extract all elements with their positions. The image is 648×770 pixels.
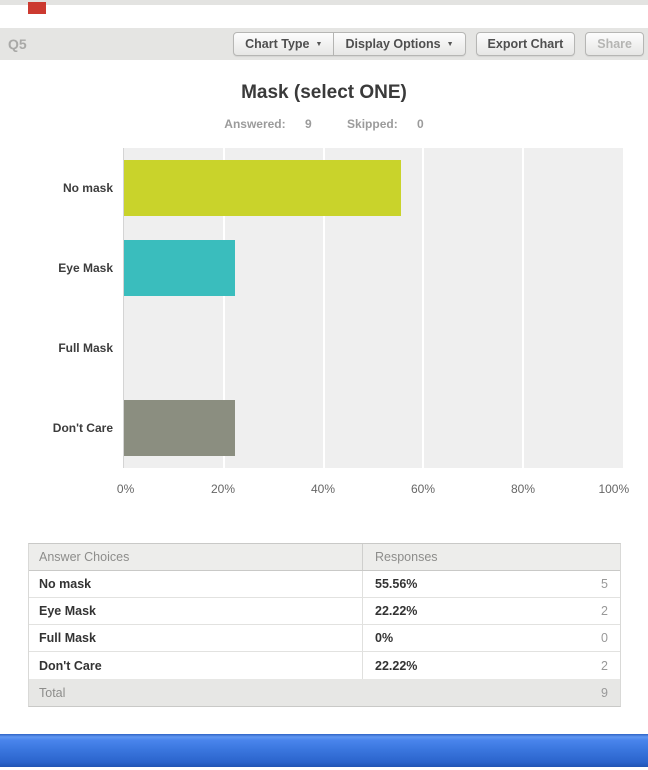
chevron-down-icon: ▼ (446, 41, 454, 48)
table-row: Don't Care 22.22% 2 (29, 652, 620, 679)
gridline (222, 148, 225, 468)
answer-choice-cell: No mask (29, 571, 363, 597)
toolbar-buttons: Chart Type ▼ Display Options ▼ Export Char… (233, 32, 648, 56)
x-tick-label: 100% (598, 482, 630, 496)
x-tick-label: 40% (310, 482, 336, 496)
page-title: Mask (select ONE) (241, 82, 407, 103)
table-row: Eye Mask 22.22% 2 (29, 598, 620, 625)
footer-bar (0, 734, 648, 767)
chart-bar-row (124, 308, 623, 388)
category-label: Eye Mask (58, 261, 113, 275)
category-label: Full Mask (58, 341, 113, 355)
response-percent: 0% (375, 631, 394, 645)
response-count: 2 (601, 604, 608, 618)
display-options-button[interactable]: Display Options ▼ (334, 32, 466, 56)
gridline (422, 148, 425, 468)
export-chart-button[interactable]: Export Chart (475, 32, 576, 56)
category-label: Don't Care (52, 421, 113, 435)
chart-bar-row (124, 148, 623, 228)
chart-plot-area (123, 148, 623, 468)
table-body: No mask 55.56% 5 Eye Mask 22.22% 2 Full Mask 0%… (29, 571, 620, 679)
question-toolbar: Q5 Chart Type ▼ Display Options ▼ Export C… (0, 28, 648, 60)
chart-type-button[interactable]: Chart Type ▼ (233, 32, 335, 56)
red-marker (28, 2, 46, 14)
answer-choices-table: Answer Choices Responses No mask 55.56% 5 E… (28, 543, 621, 707)
chart-x-axis: 0% 20% 40% 60% 80% 100% (117, 482, 629, 498)
bar-don-t-care (124, 400, 235, 456)
table-total-row: Total 9 (29, 679, 620, 706)
column-header-responses: Responses (375, 550, 438, 564)
column-header-answer-choices: Answer Choices (29, 544, 363, 570)
answer-choice-cell: Eye Mask (29, 598, 363, 624)
skipped-count: Skipped: 0 (347, 117, 424, 131)
bar-chart: No mask Eye Mask Full Mask Don't Care 0% 20%… (0, 148, 648, 498)
gridline (522, 148, 525, 468)
category-label: No mask (62, 181, 113, 195)
top-divider-strip (0, 0, 648, 5)
chart-bars (124, 148, 623, 468)
table-header-row: Answer Choices Responses (29, 544, 620, 571)
response-count: 0 (601, 631, 608, 645)
share-button[interactable]: Share (585, 32, 644, 56)
response-percent: 55.56% (375, 577, 418, 591)
chart-bar-row (124, 388, 623, 468)
response-percent: 22.22% (375, 658, 418, 673)
answer-choice-cell: Don't Care (29, 652, 363, 679)
chart-category-labels: No mask Eye Mask Full Mask Don't Care (0, 148, 113, 468)
table-row: Full Mask 0% 0 (29, 625, 620, 652)
answered-count: Answered: 9 (224, 117, 312, 131)
bar-no-mask (124, 160, 402, 216)
response-count: 2 (601, 658, 608, 673)
x-tick-label: 20% (210, 482, 236, 496)
chart-bar-row (124, 228, 623, 308)
chart-controls-group: Chart Type ▼ Display Options ▼ (233, 32, 466, 56)
response-percent: 22.22% (375, 604, 418, 618)
question-number: Q5 (8, 36, 27, 52)
x-tick-label: 80% (510, 482, 536, 496)
response-meta: Answered: 9 Skipped: 0 (0, 117, 648, 131)
gridline (322, 148, 325, 468)
response-count: 5 (601, 577, 608, 591)
table-row: No mask 55.56% 5 (29, 571, 620, 598)
x-tick-label: 0% (116, 482, 135, 496)
total-label: Total (39, 685, 66, 700)
chevron-down-icon: ▼ (315, 41, 323, 48)
answer-choice-cell: Full Mask (29, 625, 363, 651)
total-value: 9 (601, 685, 608, 700)
bar-eye-mask (124, 240, 235, 296)
x-tick-label: 60% (410, 482, 436, 496)
